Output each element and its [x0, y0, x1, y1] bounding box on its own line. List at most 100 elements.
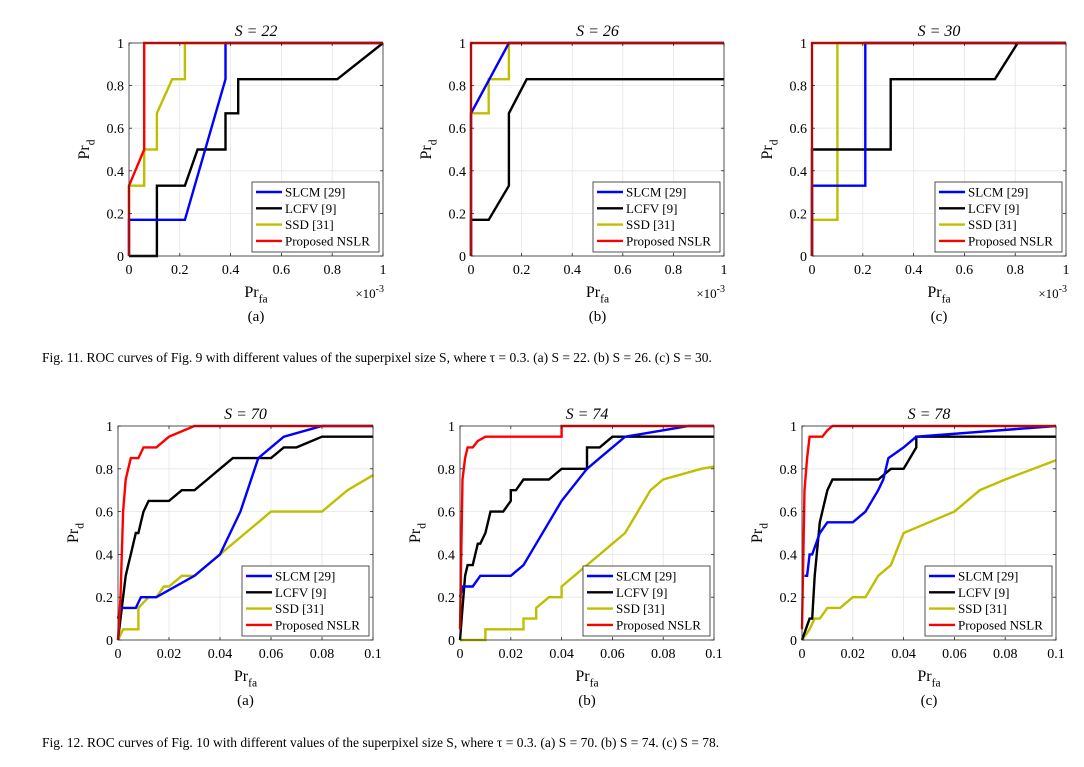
x-axis-label: Prfa [917, 668, 940, 690]
y-tick-label: 0.4 [438, 548, 456, 563]
chart-title: S = 74 [566, 406, 609, 423]
y-tick-label: 0 [106, 634, 113, 649]
x-tick-label: 0 [457, 647, 464, 662]
x-tick-label: 0.8 [323, 263, 341, 278]
chart-panel-5: 0 0.02 0.04 0.06 0.08 0.1 0 0.2 0.4 0.6 0.8 1 S = 74… [407, 406, 723, 709]
x-axis-label: Prfa [244, 284, 267, 306]
y-tick-label: 0.2 [790, 207, 808, 222]
legend-label: SSD [31] [275, 601, 324, 616]
chart-panel-1: 0 0.2 0.4 0.6 0.8 1 0 0.2 0.4 0.6 0.8 1 S = 22 Prfa Pr… [76, 23, 387, 325]
y-tick-label: 1 [790, 420, 797, 435]
y-tick-label: 0 [790, 634, 797, 649]
y-tick-label: 0.8 [107, 80, 125, 95]
x-tick-label: 0.1 [705, 647, 723, 662]
figure-11-caption: Fig. 11. ROC curves of Fig. 9 with diffe… [42, 350, 712, 365]
y-tick-label: 0.2 [107, 207, 125, 222]
plot-frame [801, 425, 1057, 641]
x-tick-label: 0 [468, 263, 475, 278]
chart-title: S = 26 [576, 23, 619, 40]
legend: SLCM [29]LCFV [9]SSD [31]Proposed NSLR [924, 565, 1053, 637]
y-tick-label: 0.6 [438, 506, 456, 521]
x-tick-label: 1 [380, 263, 387, 278]
y-tick-label: 0.8 [438, 463, 456, 478]
x-axis-label: Prfa [927, 284, 950, 306]
y-tick-label: 0.6 [107, 122, 125, 137]
x-tick-label: 0.08 [993, 647, 1018, 662]
y-tick-label: 0.8 [449, 80, 467, 95]
x-tick-label: 1 [1063, 263, 1070, 278]
x-tick-label: 0.8 [1006, 263, 1024, 278]
series-line-lcfv-9 [116, 435, 373, 641]
y-axis-label: Prd [759, 139, 781, 159]
x-tick-label: 0.1 [1047, 647, 1065, 662]
legend-label: Proposed NSLR [285, 233, 370, 248]
series-line-ssd-31 [460, 465, 715, 642]
y-tick-label: 0 [448, 634, 455, 649]
x-tick-label: 0.4 [563, 263, 581, 278]
series-line-lcfv-9 [800, 435, 1056, 641]
y-tick-label: 1 [459, 37, 466, 52]
y-tick-label: 0.2 [449, 207, 467, 222]
legend-label: SLCM [29] [616, 569, 676, 584]
legend-label: SLCM [29] [275, 569, 335, 584]
x-tick-label: 0.2 [513, 263, 531, 278]
y-tick-label: 0.6 [780, 506, 798, 521]
legend-label: Proposed NSLR [275, 617, 360, 632]
x-multiplier: ×10-3 [355, 284, 384, 301]
legend-label: SLCM [29] [968, 185, 1028, 200]
legend: SLCM [29]LCFV [9]SSD [31]Proposed NSLR [251, 181, 380, 253]
y-axis-label: Prd [65, 523, 87, 543]
y-axis-label: Prd [76, 139, 98, 159]
panel-label: (c) [921, 693, 938, 709]
series-line-proposed-nslr [800, 424, 1056, 630]
legend: SLCM [29]LCFV [9]SSD [31]Proposed NSLR [241, 565, 370, 637]
x-tick-label: 0 [799, 647, 806, 662]
y-axis-label: Prd [418, 139, 440, 159]
legend-label: Proposed NSLR [958, 617, 1043, 632]
legend-label: SSD [31] [968, 217, 1017, 232]
y-tick-label: 0.4 [107, 165, 125, 180]
y-tick-label: 0.2 [438, 591, 456, 606]
x-axis-label: Prfa [234, 668, 257, 690]
series-line-lcfv-9 [129, 42, 384, 258]
y-tick-label: 0.4 [96, 548, 114, 563]
legend-label: LCFV [9] [626, 201, 677, 216]
y-tick-label: 0 [800, 250, 807, 265]
y-tick-label: 1 [448, 420, 455, 435]
x-axis-label: Prfa [586, 284, 609, 306]
legend-label: Proposed NSLR [626, 233, 711, 248]
x-tick-label: 0.4 [905, 263, 923, 278]
y-tick-label: 0.8 [780, 463, 798, 478]
series-line-proposed-nslr [458, 424, 714, 630]
x-tick-label: 0.6 [956, 263, 974, 278]
legend: SLCM [29]LCFV [9]SSD [31]Proposed NSLR [592, 181, 721, 253]
x-tick-label: 0.02 [841, 647, 866, 662]
x-tick-label: 0.04 [208, 647, 233, 662]
y-tick-label: 0.2 [780, 591, 798, 606]
x-tick-label: 0.6 [614, 263, 632, 278]
panel-label: (b) [589, 309, 607, 325]
x-tick-label: 0.2 [854, 263, 872, 278]
y-axis-label: Prd [407, 523, 429, 543]
panel-label: (c) [931, 309, 948, 325]
y-tick-label: 1 [800, 37, 807, 52]
x-axis-label: Prfa [575, 668, 598, 690]
legend-label: SLCM [29] [626, 185, 686, 200]
y-tick-label: 0 [117, 250, 124, 265]
x-multiplier: ×10-3 [696, 284, 725, 301]
series-line-lcfv-9 [458, 435, 714, 641]
figure-12-caption: Fig. 12. ROC curves of Fig. 10 with diff… [42, 735, 720, 750]
series-line-slcm-29 [804, 424, 1057, 577]
panel-label: (a) [248, 309, 265, 325]
x-tick-label: 0.06 [259, 647, 284, 662]
x-tick-label: 0.08 [651, 647, 676, 662]
y-tick-label: 0.6 [790, 122, 808, 137]
x-tick-label: 0.02 [157, 647, 182, 662]
chart-panel-3: 0 0.2 0.4 0.6 0.8 1 0 0.2 0.4 0.6 0.8 1 S = 30 Prfa Pr… [759, 23, 1070, 325]
y-tick-label: 0.4 [449, 165, 467, 180]
legend-label: SSD [31] [285, 217, 334, 232]
y-tick-label: 0.4 [780, 548, 798, 563]
series-line-ssd-31 [127, 41, 383, 256]
legend-label: SLCM [29] [285, 185, 345, 200]
